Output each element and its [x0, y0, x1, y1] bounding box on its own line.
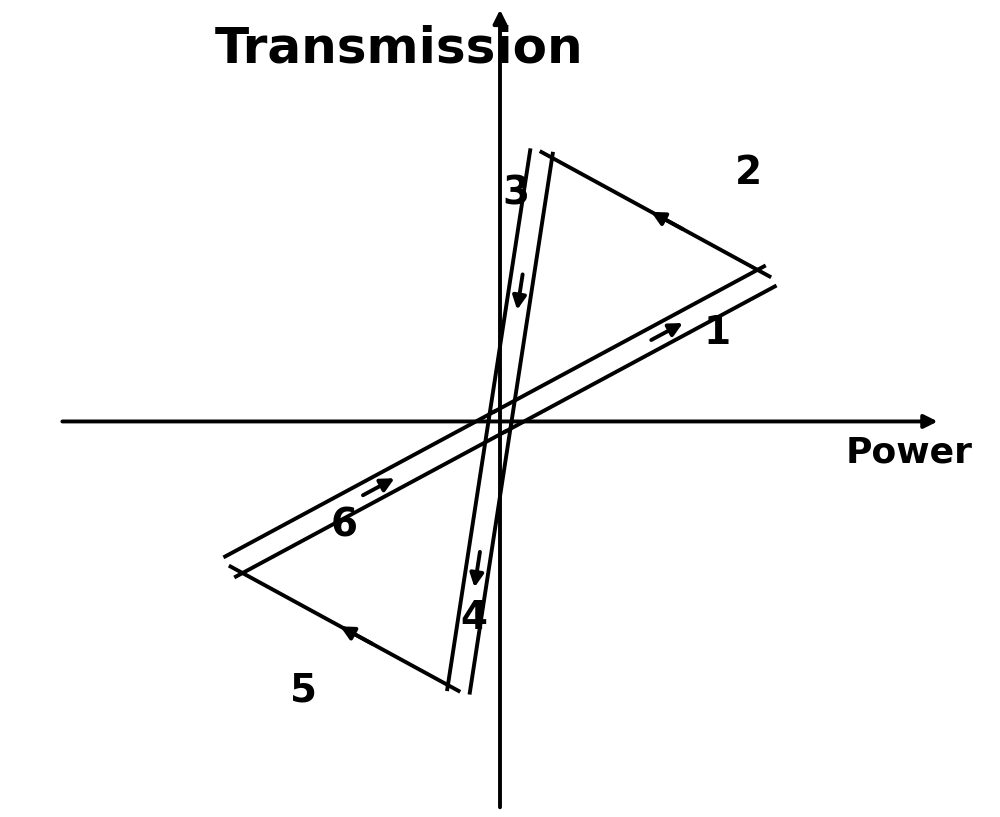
- Text: Power: Power: [846, 435, 973, 470]
- Text: 2: 2: [735, 154, 762, 192]
- Text: Transmission: Transmission: [215, 25, 584, 73]
- Text: 5: 5: [290, 672, 317, 710]
- Text: 4: 4: [461, 600, 488, 637]
- Text: 1: 1: [704, 315, 731, 352]
- Text: 3: 3: [502, 175, 529, 212]
- Text: 6: 6: [331, 506, 358, 544]
